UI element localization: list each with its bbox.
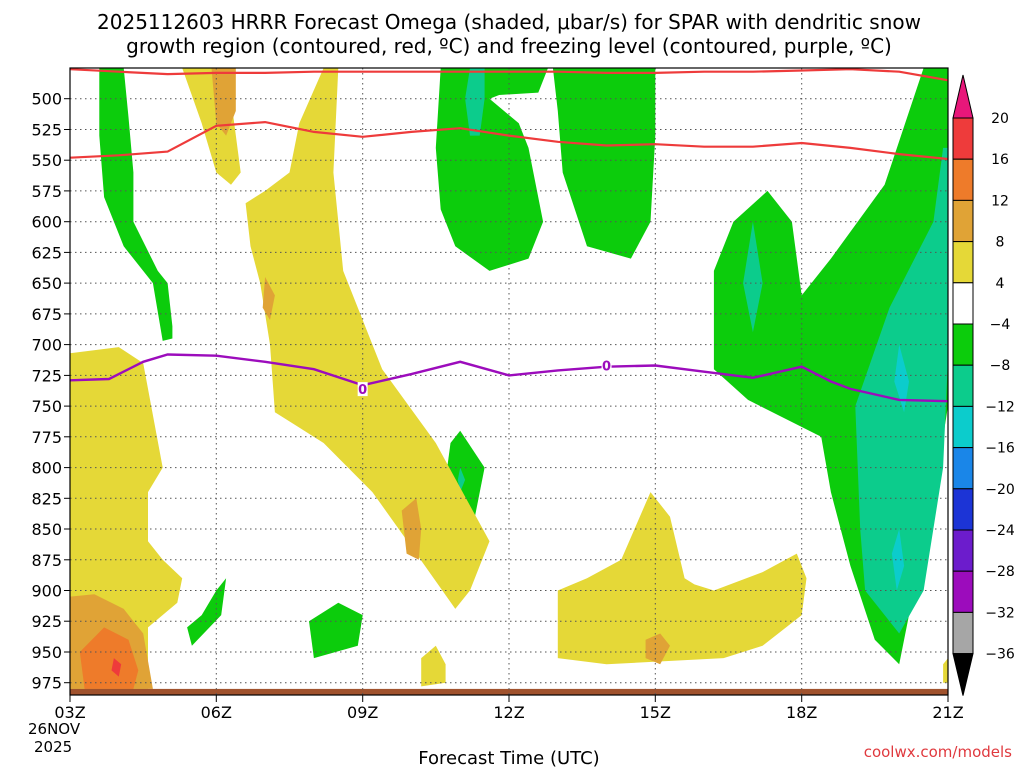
omega-region-17 [557, 492, 807, 665]
colorbar-swatch [952, 117, 974, 160]
y-tick-label: 500 [31, 90, 62, 109]
colorbar-swatch [952, 199, 974, 243]
chart-title-line2: growth region (contoured, red, ºC) and f… [126, 34, 892, 58]
omega-region-2 [552, 68, 656, 259]
x-tick-label: 03Z [54, 703, 85, 722]
omega-region-12 [187, 578, 227, 646]
y-tick-label: 675 [31, 305, 62, 324]
y-tick-label: 650 [31, 274, 62, 293]
omega-region-14 [245, 68, 490, 609]
colorbar-swatch [952, 447, 974, 490]
date-label-year: 2025 [34, 738, 72, 756]
omega-region-0 [99, 68, 173, 341]
omega-region-16 [421, 645, 446, 687]
omega-region-8 [465, 68, 485, 136]
colorbar-swatch [952, 529, 974, 572]
dgz-upper-contour [70, 68, 948, 82]
colorbar-label: −32 [985, 605, 1015, 621]
freezing-label-bg-0 [357, 382, 368, 397]
omega-region-11 [309, 602, 363, 659]
x-axis-title: Forecast Time (UTC) [418, 748, 599, 768]
y-tick-label: 900 [31, 582, 62, 601]
freezing-level-contour [70, 353, 948, 403]
contour-lines: 00 [70, 68, 948, 403]
colorbar-swatch [952, 364, 974, 407]
omega-region-19 [211, 68, 236, 136]
date-label-day: 26NOV [28, 720, 81, 738]
colorbar-label: 20 [991, 111, 1009, 127]
y-tick-label: 800 [31, 459, 62, 478]
y-tick-label: 625 [31, 243, 62, 262]
colorbar-swatch-bottom [952, 653, 974, 696]
x-tick-label: 21Z [932, 703, 963, 722]
colorbar-label: −4 [990, 317, 1011, 333]
x-tick-label: 09Z [347, 703, 378, 722]
omega-region-20 [262, 277, 275, 320]
dgz-lower-contour [70, 120, 948, 161]
colorbar: 20 16 12 8 4 −4 −8 −12 −16 −20 −24 −28 −32 −36 [952, 74, 1015, 696]
colorbar-swatch [952, 323, 974, 366]
x-axis-time: 03Z 06Z 09Z 12Z 15Z 18Z 21Z [54, 695, 964, 722]
y-tick-label: 725 [31, 366, 62, 385]
y-tick-label: 775 [31, 428, 62, 447]
y-tick-label: 925 [31, 612, 62, 631]
y-tick-label: 875 [31, 551, 62, 570]
omega-shading [70, 68, 948, 695]
omega-region-5 [894, 344, 909, 413]
colorbar-label: −20 [985, 482, 1015, 498]
colorbar-label: −36 [985, 647, 1015, 663]
colorbar-swatch [952, 488, 974, 531]
colorbar-swatch [952, 282, 974, 325]
y-tick-label: 700 [31, 336, 62, 355]
colorbar-label: −24 [985, 523, 1015, 539]
x-tick-label: 12Z [493, 703, 524, 722]
omega-region-7 [743, 221, 763, 333]
y-axis-pressure: 500 525 550 575 600 625 650 675 700 725 750 775 800 8… [31, 90, 70, 693]
colorbar-label: 8 [996, 235, 1005, 251]
y-tick-label: 825 [31, 489, 62, 508]
colorbar-label: −28 [985, 564, 1015, 580]
x-tick-label: 15Z [640, 703, 671, 722]
colorbar-swatch [952, 158, 974, 201]
colorbar-swatch [952, 611, 974, 655]
terrain-band [70, 688, 948, 695]
omega-region-24 [79, 627, 139, 689]
chart-title-line1: 2025112603 HRRR Forecast Omega (shaded, … [97, 10, 921, 34]
colorbar-swatch-top [952, 74, 974, 119]
y-tick-label: 850 [31, 520, 62, 539]
colorbar-label: 4 [996, 276, 1005, 292]
colorbar-swatch [952, 570, 974, 613]
omega-region-22 [645, 633, 670, 665]
y-tick-label: 600 [31, 213, 62, 232]
credit-text: coolwx.com/models [864, 743, 1012, 761]
y-tick-label: 525 [31, 121, 62, 140]
freezing-level-label: 0 [358, 383, 367, 398]
colorbar-swatch [952, 405, 974, 449]
omega-region-1 [435, 68, 548, 271]
y-tick-label: 575 [31, 182, 62, 201]
x-tick-label: 18Z [786, 703, 817, 722]
colorbar-swatch [952, 241, 974, 284]
freezing-level-label: 0 [602, 360, 611, 375]
y-tick-label: 550 [31, 151, 62, 170]
omega-region-10 [457, 467, 466, 493]
omega-region-18 [943, 658, 948, 683]
colorbar-label: −16 [985, 441, 1015, 457]
omega-region-6 [891, 529, 905, 591]
y-tick-label: 975 [31, 674, 62, 693]
freezing-label-bg-1 [601, 358, 612, 373]
x-tick-label: 06Z [201, 703, 232, 722]
colorbar-label: −12 [985, 399, 1015, 415]
gridlines [70, 68, 948, 695]
omega-region-25 [111, 658, 122, 677]
y-tick-label: 750 [31, 397, 62, 416]
plot-area: 00 [70, 68, 948, 695]
colorbar-label: −8 [990, 358, 1011, 374]
colorbar-label: 12 [991, 193, 1009, 209]
y-tick-label: 950 [31, 643, 62, 662]
colorbar-label: 16 [991, 152, 1009, 168]
